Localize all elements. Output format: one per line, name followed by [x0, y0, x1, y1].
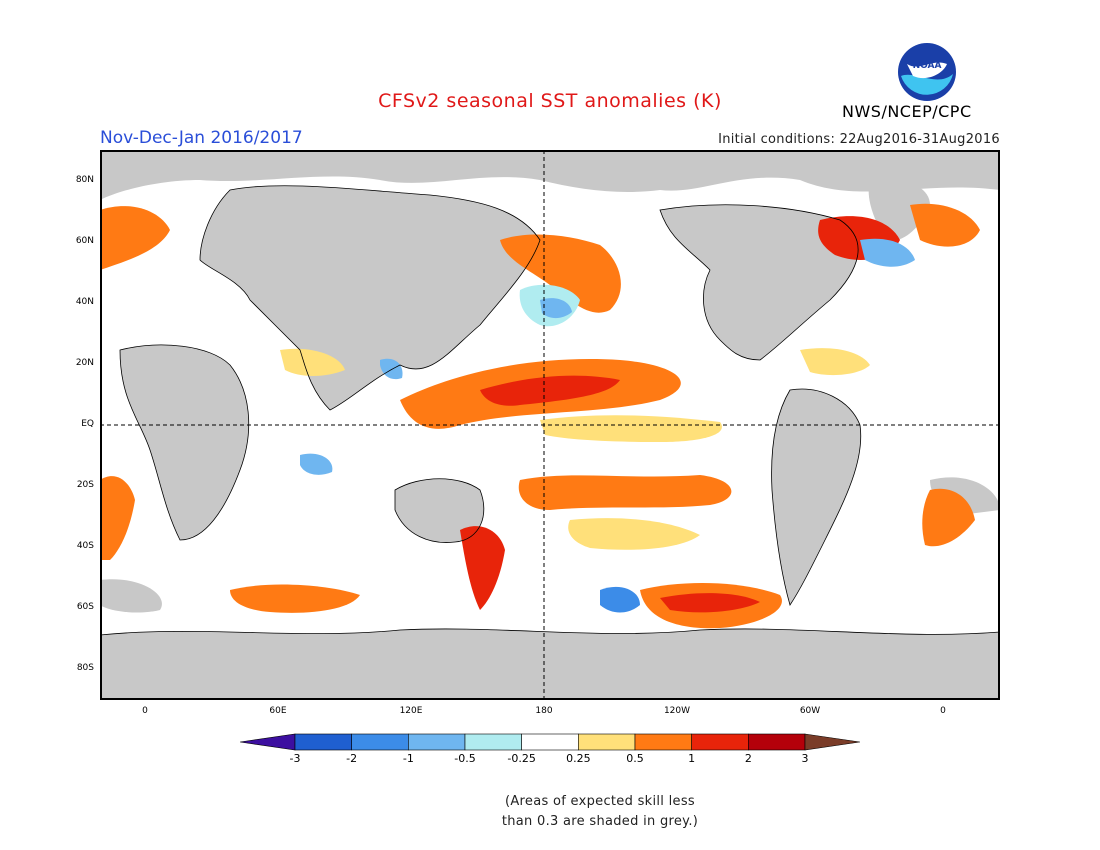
legend-label: 3 — [801, 752, 809, 765]
legend-label: 2 — [744, 752, 752, 765]
lon-label-180: 180 — [535, 706, 553, 716]
lat-label-60s: 60S — [76, 602, 94, 612]
warm-anomaly-regions — [100, 203, 980, 629]
lat-label-40n: 40N — [75, 297, 94, 307]
legend-label: 1 — [688, 752, 696, 765]
legend-swatch-min — [240, 733, 296, 751]
lat-label-40s: 40S — [76, 541, 94, 551]
legend-label: -2 — [346, 752, 358, 765]
lon-label-0-east: 0 — [940, 706, 946, 716]
lon-label-60e: 60E — [269, 706, 287, 716]
legend-swatch — [351, 733, 409, 751]
legend-swatch — [294, 733, 352, 751]
legend-swatch — [408, 733, 466, 751]
lat-label-20s: 20S — [76, 480, 94, 490]
legend-swatch — [464, 733, 522, 751]
legend-label: 0.5 — [626, 752, 644, 765]
lat-label-80s: 80S — [76, 663, 94, 673]
lon-label-120e: 120E — [399, 706, 423, 716]
sst-anomaly-map — [100, 150, 1000, 700]
legend-label: -1 — [402, 752, 414, 765]
legend-label: -0.5 — [454, 752, 476, 765]
lon-label-0: 0 — [142, 706, 148, 716]
legend-label: -0.25 — [507, 752, 536, 765]
mild-warm-regions — [280, 348, 870, 550]
color-legend — [240, 733, 860, 751]
legend-swatch — [748, 733, 806, 751]
lat-label-20n: 20N — [75, 358, 94, 368]
svg-text:NOAA: NOAA — [913, 61, 942, 71]
noaa-logo: NOAA — [898, 43, 956, 101]
footnote-line-1: (Areas of expected skill less — [504, 794, 696, 809]
lat-label-eq: EQ — [81, 419, 94, 429]
initial-conditions-label: Initial conditions: 22Aug2016-31Aug2016 — [718, 132, 1000, 147]
footnote-line-2: than 0.3 are shaded in grey.) — [501, 814, 699, 829]
lon-label-60w: 60W — [799, 706, 821, 716]
skill-footnote: (Areas of expected skill less than 0.3 a… — [440, 792, 760, 832]
chart-title: CFSv2 seasonal SST anomalies (K) — [378, 90, 722, 112]
lat-label-60n: 60N — [75, 236, 94, 246]
legend-swatch-max — [804, 733, 860, 751]
coastlines — [100, 185, 1000, 636]
legend-swatch — [521, 733, 579, 751]
lon-label-120w: 120W — [663, 706, 691, 716]
legend-label: 0.25 — [566, 752, 591, 765]
map-frame — [100, 150, 1000, 700]
season-label: Nov-Dec-Jan 2016/2017 — [100, 128, 303, 148]
land-and-low-skill-regions — [100, 150, 1000, 700]
legend-label: -3 — [289, 752, 301, 765]
legend-swatch — [691, 733, 749, 751]
lat-label-80n: 80N — [75, 175, 94, 185]
agency-label: NWS/NCEP/CPC — [842, 102, 972, 121]
legend-swatch — [578, 733, 636, 751]
legend-swatch — [634, 733, 692, 751]
cool-anomaly-regions — [300, 238, 915, 613]
